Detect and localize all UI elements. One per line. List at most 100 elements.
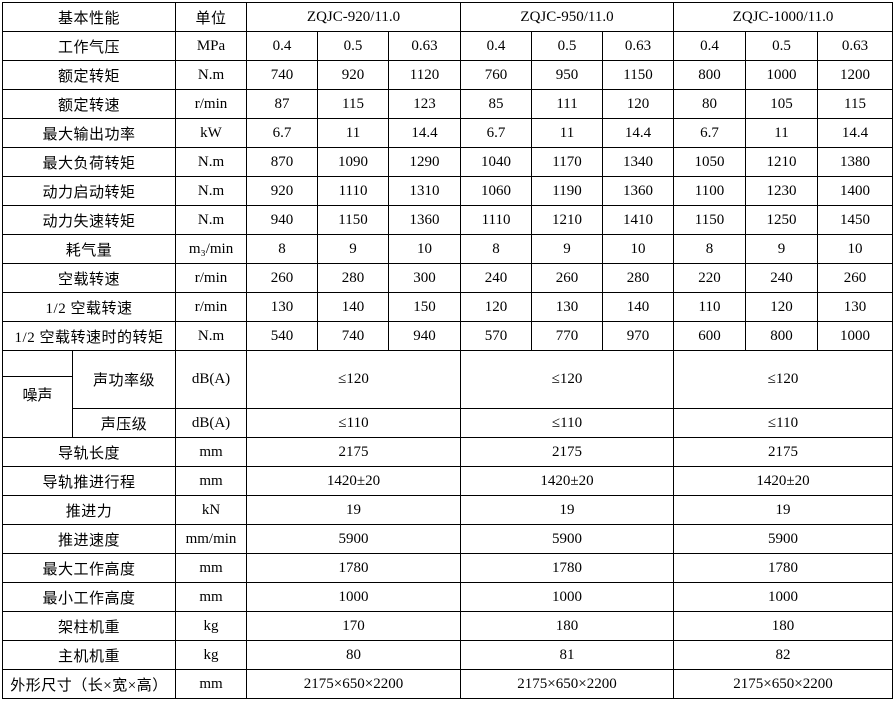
value-cell: 1420±20 xyxy=(460,466,675,496)
value-cell: 1100 xyxy=(673,176,747,206)
model-header-cell: ZQJC-950/11.0 xyxy=(460,2,675,32)
value-cell: 180 xyxy=(673,611,894,641)
value-cell: 1780 xyxy=(246,553,462,583)
value-cell: 1210 xyxy=(531,205,604,235)
value-cell: 0.4 xyxy=(246,31,319,61)
value-cell: 1420±20 xyxy=(246,466,462,496)
unit-cell: N.m xyxy=(175,205,248,235)
value-cell: 14.4 xyxy=(602,118,675,148)
value-cell: 0.4 xyxy=(673,31,747,61)
table-row: 动力启动转矩 N.m 920 1110 1310 1060 1190 1360 1100 1230… xyxy=(1,176,894,206)
value-cell: 150 xyxy=(388,292,462,322)
table-row: 推进力 kN 19 19 19 xyxy=(1,495,894,525)
value-cell: 1150 xyxy=(317,205,390,235)
table-row: 推进速度 mm/min 5900 5900 5900 xyxy=(1,524,894,554)
value-cell: 570 xyxy=(460,321,533,351)
unit-cell: dB(A) xyxy=(175,350,248,409)
value-cell: 111 xyxy=(531,89,604,119)
value-cell: ≤110 xyxy=(246,408,462,438)
value-cell: ≤120 xyxy=(246,350,462,409)
table-row: 噪声 声功率级 dB(A) ≤120 ≤120 ≤120 xyxy=(2,350,894,438)
value-cell: 1200 xyxy=(817,60,894,90)
unit-cell: kg xyxy=(175,611,248,641)
table-row: 外形尺寸（长×宽×高） mm 2175×650×2200 2175×650×2200 2… xyxy=(1,669,894,699)
value-cell: 105 xyxy=(745,89,819,119)
value-cell: 0.5 xyxy=(745,31,819,61)
row-label-cell: 动力失速转矩 xyxy=(1,205,177,235)
value-cell: 1250 xyxy=(745,205,819,235)
value-cell: 280 xyxy=(602,263,675,293)
value-cell: 1120 xyxy=(388,60,462,90)
value-cell: 120 xyxy=(460,292,533,322)
value-cell: 1170 xyxy=(531,147,604,177)
value-cell: 120 xyxy=(745,292,819,322)
row-label-cell: 耗气量 xyxy=(1,234,177,264)
table-row: 导轨推进行程 mm 1420±20 1420±20 1420±20 xyxy=(1,466,894,496)
unit-cell: MPa xyxy=(175,31,248,61)
row-label-cell: 空载转速 xyxy=(1,263,177,293)
table-row: 最小工作高度 mm 1000 1000 1000 xyxy=(1,582,894,612)
value-cell: 80 xyxy=(673,89,747,119)
row-label-cell: 架柱机重 xyxy=(1,611,177,641)
table-row: 主机机重 kg 80 81 82 xyxy=(1,640,894,670)
value-cell: 800 xyxy=(745,321,819,351)
value-cell: 8 xyxy=(460,234,533,264)
value-cell: 1190 xyxy=(531,176,604,206)
value-cell: 280 xyxy=(317,263,390,293)
unit-cell: mm xyxy=(175,582,248,612)
value-cell: 940 xyxy=(388,321,462,351)
value-cell: 300 xyxy=(388,263,462,293)
row-label-cell: 1/2 空载转速时的转矩 xyxy=(1,321,177,351)
value-cell: 0.63 xyxy=(602,31,675,61)
value-cell: 1360 xyxy=(388,205,462,235)
row-label-cell: 最大输出功率 xyxy=(1,118,177,148)
value-cell: 920 xyxy=(317,60,390,90)
row-label-cell: 最小工作高度 xyxy=(1,582,177,612)
value-cell: 1150 xyxy=(673,205,747,235)
value-cell: 1420±20 xyxy=(673,466,894,496)
value-cell: 6.7 xyxy=(673,118,747,148)
value-cell: 2175 xyxy=(460,437,675,467)
value-cell: 1050 xyxy=(673,147,747,177)
value-cell: 940 xyxy=(246,205,319,235)
table-row: 声压级 dB(A) ≤110 ≤110 ≤110 xyxy=(3,408,894,438)
unit-cell: kN xyxy=(175,495,248,525)
value-cell: 240 xyxy=(460,263,533,293)
value-cell: 140 xyxy=(602,292,675,322)
table-row: 1/2 空载转速 r/min 130 140 150 120 130 140 110 120 130 xyxy=(1,292,894,322)
table-row: 基本性能 单位 ZQJC-920/11.0 ZQJC-950/11.0 ZQJC-100… xyxy=(1,2,894,32)
value-cell: 10 xyxy=(602,234,675,264)
value-cell: 0.5 xyxy=(531,31,604,61)
noise-group-cell: 噪声 xyxy=(2,350,73,438)
value-cell: 9 xyxy=(317,234,390,264)
value-cell: ≤110 xyxy=(673,408,894,438)
value-cell: 2175×650×2200 xyxy=(246,669,462,699)
value-cell: 115 xyxy=(317,89,390,119)
table-row: 最大输出功率 kW 6.7 11 14.4 6.7 11 14.4 6.7 11 14.4 xyxy=(1,118,894,148)
value-cell: 1340 xyxy=(602,147,675,177)
value-cell: 10 xyxy=(388,234,462,264)
value-cell: 14.4 xyxy=(817,118,894,148)
value-cell: 1090 xyxy=(317,147,390,177)
value-cell: 950 xyxy=(531,60,604,90)
row-label-cell: 外形尺寸（长×宽×高） xyxy=(1,669,177,699)
value-cell: 9 xyxy=(531,234,604,264)
row-label-cell: 推进力 xyxy=(1,495,177,525)
value-cell: 1310 xyxy=(388,176,462,206)
value-cell: 1000 xyxy=(460,582,675,612)
unit-cell: kW xyxy=(175,118,248,148)
table-row: 空载转速 r/min 260 280 300 240 260 280 220 240 260 xyxy=(1,263,894,293)
value-cell: 1150 xyxy=(602,60,675,90)
value-cell: 740 xyxy=(317,321,390,351)
model-header-cell: ZQJC-1000/11.0 xyxy=(673,2,894,32)
noise-cell-divider-line xyxy=(3,376,72,377)
table-row: 导轨长度 mm 2175 2175 2175 xyxy=(1,437,894,467)
value-cell: 1000 xyxy=(817,321,894,351)
unit-cell: mm xyxy=(175,466,248,496)
value-cell: 6.7 xyxy=(246,118,319,148)
unit-cell: N.m xyxy=(175,176,248,206)
unit-cell: r/min xyxy=(175,292,248,322)
value-cell: 1000 xyxy=(673,582,894,612)
